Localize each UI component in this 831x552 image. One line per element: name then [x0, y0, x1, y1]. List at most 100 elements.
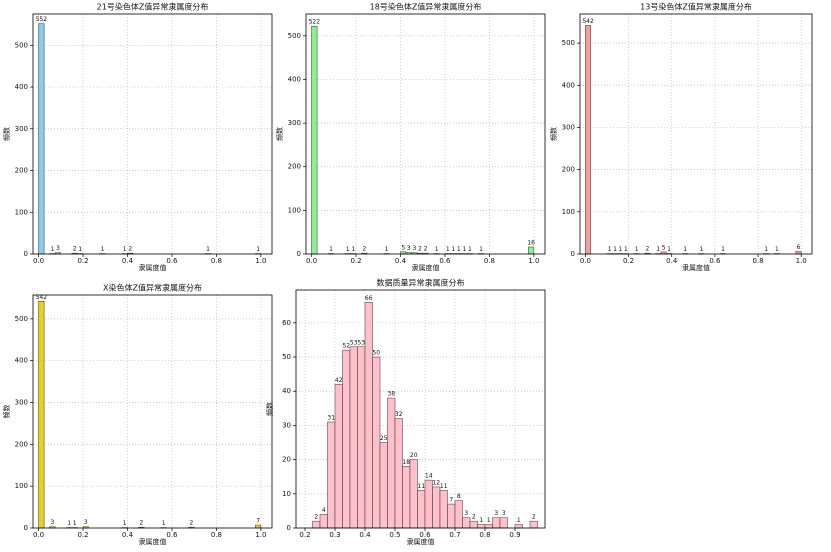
bar — [357, 346, 366, 529]
bar — [417, 490, 426, 529]
bar — [38, 301, 45, 529]
data-label: 1 — [613, 246, 617, 253]
x-axis-label: 隶属度值 — [407, 537, 435, 546]
data-label: 1 — [624, 246, 628, 253]
y-tick-label: 300 — [15, 399, 28, 407]
y-tick-label: 200 — [15, 167, 28, 175]
data-label: 3 — [494, 510, 498, 517]
data-label: 2 — [472, 514, 476, 521]
x-tick-label: 0.0 — [306, 257, 317, 265]
y-tick-label: 200 — [15, 440, 28, 448]
data-label: 1 — [101, 246, 105, 253]
data-label: 542 — [582, 18, 594, 25]
bar — [402, 466, 411, 529]
data-label: 1 — [683, 246, 687, 253]
x-axis-label: 隶属度值 — [412, 263, 440, 272]
data-label: 2 — [128, 246, 132, 253]
bar — [447, 503, 456, 529]
x-axis-label: 隶属度值 — [682, 263, 710, 272]
bar — [462, 517, 471, 529]
y-tick-label: 400 — [562, 81, 575, 89]
y-tick-label: 400 — [288, 75, 301, 83]
y-tick-label: 40 — [282, 387, 291, 395]
x-tick-label: 0.5 — [389, 531, 400, 539]
x-tick-label: 0.8 — [211, 531, 222, 539]
bar — [372, 356, 381, 529]
chart-title: 13号染色体Z值异常隶属度分布 — [640, 2, 752, 12]
data-label: 1 — [329, 246, 333, 253]
data-label: 12 — [432, 479, 440, 486]
bar — [255, 524, 262, 529]
data-label: 2 — [314, 514, 318, 521]
x-tick-label: 0.6 — [166, 531, 178, 539]
bar — [334, 384, 343, 529]
x-tick-label: 1.0 — [528, 257, 539, 265]
y-tick-label: 30 — [282, 421, 291, 429]
bar — [311, 25, 318, 255]
data-label: 3 — [51, 519, 55, 526]
x-axis-label: 隶属度值 — [139, 537, 167, 546]
data-label: 1 — [73, 520, 77, 527]
data-label: 52 — [342, 343, 350, 350]
y-tick-label: 400 — [15, 83, 28, 91]
data-label: 1 — [123, 520, 127, 527]
data-label: 31 — [327, 414, 335, 421]
data-label: 18 — [402, 459, 410, 466]
data-label: 1 — [451, 246, 455, 253]
bar — [484, 524, 493, 529]
data-label: 1 — [656, 246, 660, 253]
bar — [585, 25, 592, 255]
data-label: 2 — [73, 246, 77, 253]
x-tick-label: 1.0 — [255, 531, 266, 539]
x-tick-label: 0.4 — [395, 257, 407, 265]
bar — [38, 23, 45, 255]
bar — [432, 486, 441, 529]
bar — [529, 520, 538, 529]
data-label: 3 — [464, 510, 468, 517]
x-tick-label: 0.6 — [166, 257, 178, 265]
y-tick-label: 300 — [288, 119, 301, 127]
y-tick-label: 0 — [297, 250, 301, 258]
bar — [387, 397, 396, 529]
x-tick-label: 0.3 — [329, 531, 340, 539]
y-tick-label: 500 — [288, 32, 301, 40]
y-tick-label: 10 — [282, 490, 291, 498]
data-label: 38 — [387, 391, 395, 398]
bar — [364, 302, 373, 529]
data-label: 3 — [407, 245, 411, 252]
x-tick-label: 0.2 — [77, 257, 88, 265]
data-label: 1 — [351, 246, 355, 253]
data-label: 42 — [335, 377, 343, 384]
x-tick-label: 0.4 — [122, 531, 134, 539]
data-label: 1 — [346, 246, 350, 253]
data-label: 2 — [424, 246, 428, 253]
x-tick-label: 0.0 — [33, 257, 44, 265]
y-tick-label: 0 — [24, 250, 28, 258]
data-label: 3 — [56, 245, 60, 252]
data-label: 1 — [775, 246, 779, 253]
data-label: 1 — [479, 517, 483, 524]
data-label: 1 — [608, 246, 612, 253]
x-tick-label: 0.6 — [709, 257, 721, 265]
y-tick-label: 0 — [24, 524, 28, 532]
x-tick-label: 0.6 — [419, 531, 431, 539]
x-tick-label: 0.8 — [484, 257, 495, 265]
data-label: 7 — [256, 518, 260, 525]
x-tick-label: 0.4 — [122, 257, 134, 265]
data-label: 1 — [667, 246, 671, 253]
x-tick-label: 0.0 — [33, 531, 44, 539]
y-tick-label: 100 — [15, 482, 28, 490]
bar — [469, 520, 478, 529]
x-tick-label: 0.8 — [752, 257, 763, 265]
data-label: 53 — [357, 339, 365, 346]
y-tick-label: 0 — [287, 524, 291, 532]
data-label: 1 — [699, 246, 703, 253]
x-tick-label: 0.2 — [299, 531, 310, 539]
data-label: 3 — [84, 519, 88, 526]
plot-frame — [579, 13, 813, 255]
data-label: 2 — [189, 520, 193, 527]
y-tick-label: 300 — [15, 125, 28, 133]
data-label: 7 — [449, 497, 453, 504]
y-axis-label: 频数 — [2, 127, 11, 141]
